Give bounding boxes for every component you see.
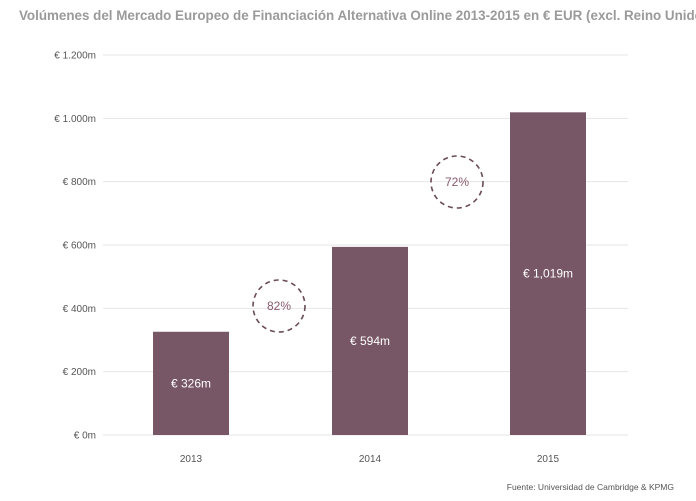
x-tick-label: 2013 xyxy=(180,454,203,465)
bar xyxy=(510,112,586,436)
x-tick-label: 2015 xyxy=(537,454,560,465)
growth-circle xyxy=(430,155,484,209)
y-tick-label: € 800m xyxy=(63,177,96,188)
y-tick-label: € 1.000m xyxy=(54,114,96,125)
x-axis-ticks: 2013 2014 2015 xyxy=(180,454,560,465)
growth-annotation: 82% xyxy=(252,279,306,333)
bars: € 326m € 594m € 1,019m xyxy=(153,112,586,436)
y-tick-label: € 1.200m xyxy=(54,51,96,62)
bar xyxy=(153,331,229,435)
growth-annotations: 82% 72% xyxy=(252,155,484,333)
y-tick-label: € 400m xyxy=(63,304,96,315)
y-tick-label: € 0m xyxy=(74,431,96,442)
bar-value-label: € 594m xyxy=(350,334,390,348)
growth-annotation: 72% xyxy=(430,155,484,209)
bar-value-label: € 326m xyxy=(171,376,211,390)
bar xyxy=(332,246,408,435)
bar-value-label: € 1,019m xyxy=(523,267,573,281)
chart-title: Volúmenes del Mercado Europeo de Financi… xyxy=(19,8,696,23)
source-note: Fuente: Universidad de Cambridge & KPMG xyxy=(506,482,674,492)
growth-percentage: 82% xyxy=(267,299,291,313)
y-axis-ticks: € 0m € 200m € 400m € 600m € 800m € 1.000m € 1.… xyxy=(54,51,96,442)
growth-circle xyxy=(252,279,306,333)
y-tick-label: € 600m xyxy=(63,241,96,252)
y-tick-label: € 200m xyxy=(63,367,96,378)
x-tick-label: 2014 xyxy=(359,454,382,465)
growth-percentage: 72% xyxy=(445,175,469,189)
